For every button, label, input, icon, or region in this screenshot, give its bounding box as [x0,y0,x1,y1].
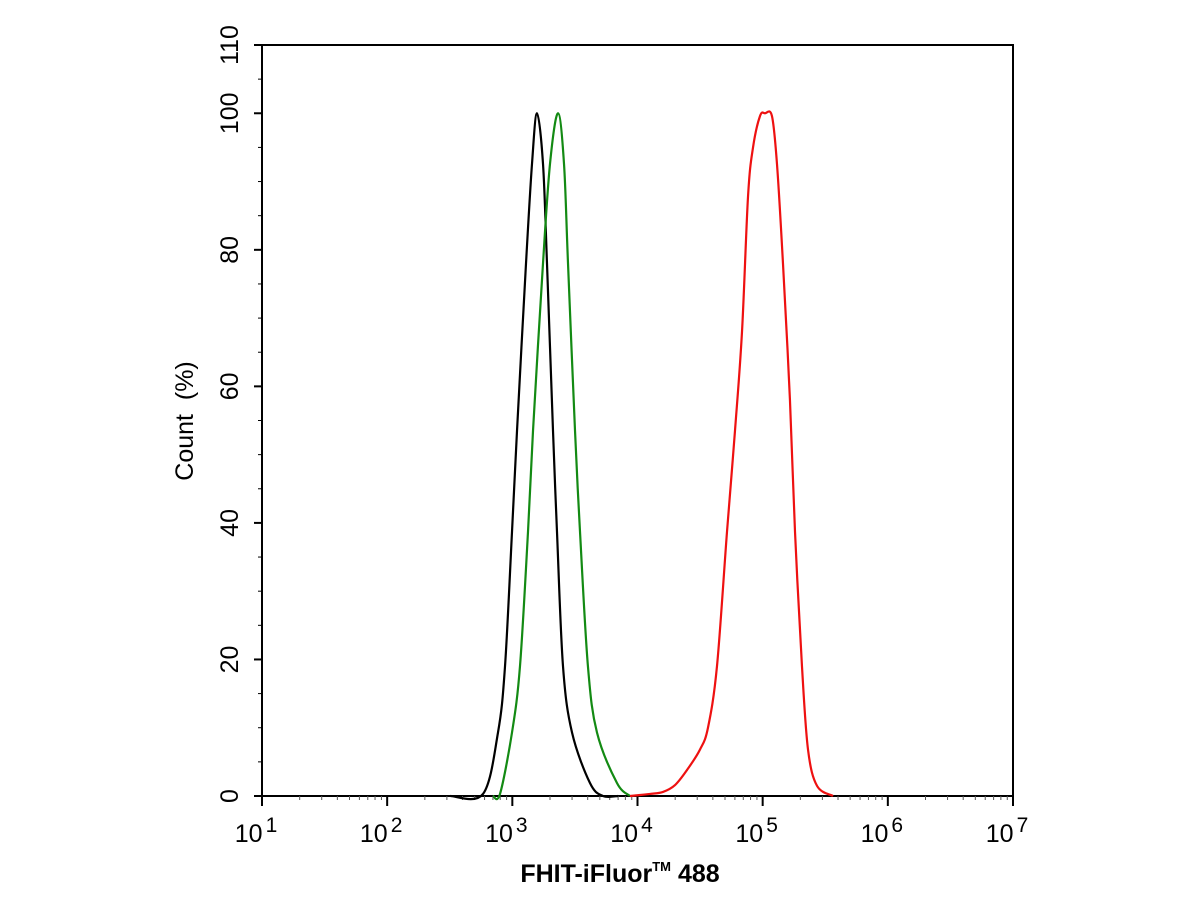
y-tick-label: 20 [216,646,244,674]
x-tick-label: 10 2 [360,814,403,848]
x-tick-exponent: 6 [891,814,903,837]
x-axis-title-tm: TM [652,859,671,874]
x-tick-base: 10 [360,820,388,848]
x-tick-base: 10 [235,820,263,848]
x-tick-base: 10 [485,820,513,848]
x-tick-label: 10 3 [485,814,528,848]
x-tick-exponent: 4 [641,814,653,837]
histogram-series-1 [450,112,619,801]
x-tick-base: 10 [986,820,1014,848]
x-tick-label: 10 1 [235,814,278,848]
x-axis-title: FHIT-iFluorTM 488 [520,859,719,888]
y-tick-label: 100 [216,92,244,134]
x-tick-base: 10 [610,820,638,848]
y-tick-label: 40 [216,509,244,537]
plot-frame [261,44,1014,797]
y-tick-label: 80 [216,236,244,264]
histogram-series-3 [629,110,834,798]
x-tick-base: 10 [861,820,889,848]
x-tick-label: 10 4 [610,814,653,848]
x-tick-label: 10 5 [735,814,778,848]
x-axis-title-suffix: 488 [671,860,720,888]
x-axis: 10 1 10 2 10 3 10 4 10 5 10 6 10 7 [235,796,1029,848]
x-tick-exponent: 1 [266,814,278,837]
x-tick-exponent: 3 [516,814,528,837]
x-tick-base: 10 [735,820,763,848]
x-axis-title-main: FHIT-iFluor [520,860,652,888]
y-tick-label: 60 [216,372,244,400]
x-tick-exponent: 7 [1017,814,1029,837]
histogram-series-2 [491,112,631,801]
x-tick-exponent: 2 [391,814,403,837]
series-group [450,110,834,801]
x-tick-label: 10 6 [861,814,904,848]
y-tick-label: 0 [216,789,244,803]
y-axis: 0 20 40 60 80 100 110 [216,25,262,803]
y-tick-label: 110 [216,25,244,65]
x-tick-label: 10 7 [986,814,1029,848]
x-tick-exponent: 5 [766,814,778,837]
plot-border [261,44,1014,797]
y-axis-title: Count (%) [171,361,199,480]
